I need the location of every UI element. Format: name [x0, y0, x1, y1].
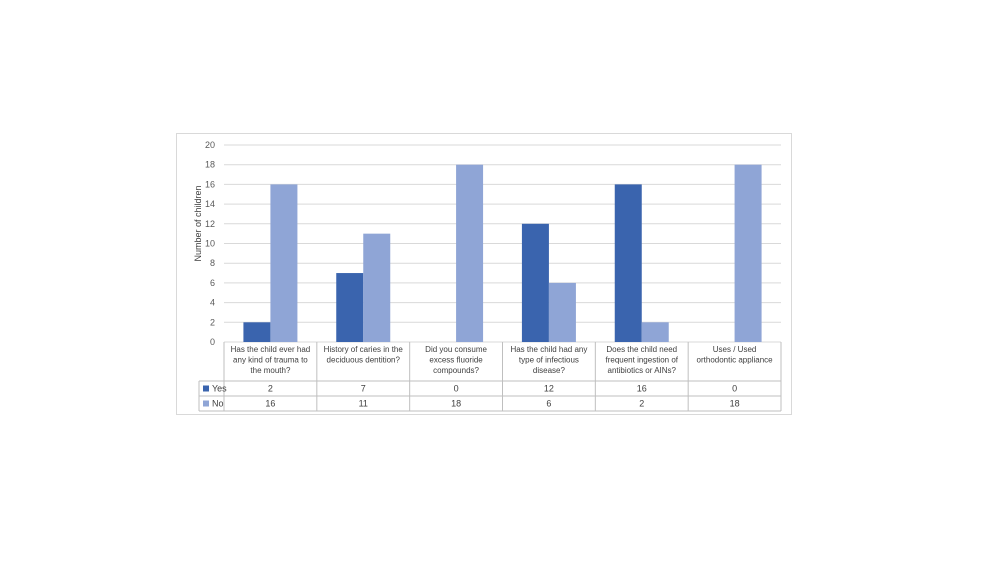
bar-no	[734, 164, 762, 342]
category-label: excess fluoride	[429, 356, 483, 365]
y-tick-label: 14	[205, 199, 215, 209]
data-label: 16	[637, 384, 647, 394]
category-label: any kind of trauma to	[233, 356, 308, 365]
legend-key-yes	[203, 385, 209, 392]
y-axis-label: Number of children	[193, 185, 203, 261]
bars	[243, 164, 762, 342]
bar-yes	[614, 184, 642, 342]
y-tick-label: 6	[210, 278, 215, 288]
y-tick-label: 4	[210, 298, 215, 308]
category-label: Did you consume	[425, 345, 487, 354]
data-label: 7	[361, 384, 366, 394]
y-tick-label: 8	[210, 258, 215, 268]
data-label: 11	[359, 399, 368, 409]
y-tick-label: 20	[205, 140, 215, 150]
y-tick-label: 18	[205, 160, 215, 170]
data-label: 12	[544, 384, 554, 394]
legend-label: No	[212, 399, 224, 409]
bar-yes	[336, 273, 364, 342]
data-label: 18	[730, 399, 740, 409]
category-label: type of infectious	[519, 356, 579, 365]
data-table: Has the child ever had any kind of trauma…	[198, 342, 782, 412]
data-label: 6	[546, 399, 551, 409]
y-tick-label: 16	[205, 179, 215, 189]
data-label: 0	[732, 384, 737, 394]
bar-no	[456, 164, 484, 342]
category-label: Has the child ever had	[231, 345, 311, 354]
data-label: 16	[265, 399, 275, 409]
category-label: Has the child had any	[510, 345, 587, 354]
y-tick-label: 2	[210, 317, 215, 327]
bar-no	[270, 184, 298, 342]
category-label: antibiotics or AINs?	[608, 366, 677, 375]
category-label: Uses / Used	[713, 345, 757, 354]
category-label: Does the child need	[606, 345, 677, 354]
y-tick-label: 12	[205, 219, 215, 229]
bar-no	[548, 282, 576, 342]
bar-no	[641, 322, 669, 342]
category-label: History of caries in the	[324, 345, 404, 354]
y-axis-ticks: 0 2 4 6 8 10 12 14 16 18 20	[205, 140, 215, 347]
data-label: 0	[454, 384, 459, 394]
y-tick-label: 0	[210, 337, 215, 347]
legend-label: Yes	[212, 384, 227, 394]
bar-yes	[521, 223, 549, 342]
category-label: disease?	[533, 366, 566, 375]
data-label: 2	[268, 384, 273, 394]
data-label: 18	[451, 399, 461, 409]
bar-yes	[243, 322, 271, 342]
chart-frame: 0 2 4 6 8 10 12 14 16 18 20 Number of children Has…	[176, 133, 792, 415]
category-label: the mouth?	[250, 366, 291, 375]
bar-no	[363, 233, 391, 342]
y-tick-label: 10	[205, 239, 215, 249]
category-label: compounds?	[433, 366, 479, 375]
category-label: frequent ingestion of	[606, 356, 679, 365]
gridlines	[224, 144, 781, 343]
data-label: 2	[639, 399, 644, 409]
category-label: deciduous dentition?	[327, 356, 401, 365]
category-label: orthodontic appliance	[697, 356, 774, 365]
legend-key-no	[203, 400, 209, 407]
